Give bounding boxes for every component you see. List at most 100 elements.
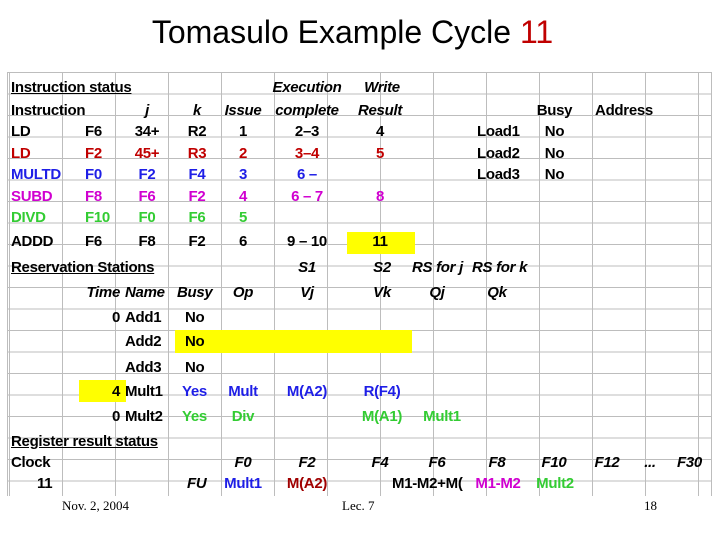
address-header: Address — [595, 102, 653, 119]
instruction-header: Instruction — [11, 102, 86, 119]
instr-complete: 6 – — [297, 166, 317, 183]
slide-title-cycle: 11 — [519, 14, 554, 50]
rs-busy: No — [185, 309, 205, 326]
instr-j: F6 — [138, 188, 156, 205]
rs-qj-header: Qj — [429, 284, 445, 301]
rs-busy: No — [185, 333, 205, 350]
instruction-status-heading: Instruction status — [11, 79, 132, 96]
reg-name: F0 — [234, 454, 252, 471]
instr-dest: F0 — [85, 166, 102, 183]
rs-time: 4 — [111, 383, 120, 400]
rs-op: Div — [231, 408, 255, 425]
complete-header: complete — [275, 102, 339, 119]
instr-complete: 2–3 — [294, 123, 320, 140]
reg-name: F12 — [594, 454, 620, 471]
instr-op: SUBD — [11, 188, 53, 205]
clock-value: 11 — [37, 475, 53, 492]
reservation-stations-heading: Reservation Stations — [11, 259, 155, 276]
rs-time-header: Time — [86, 284, 120, 301]
instr-result: 8 — [375, 188, 385, 205]
load-buffer-busy: No — [544, 145, 565, 162]
reg-name: F6 — [428, 454, 446, 471]
rs-vj: M(A2) — [286, 383, 328, 400]
instr-complete: 3–4 — [294, 145, 320, 162]
rs-vk: R(F4) — [363, 383, 401, 400]
instr-result: 5 — [375, 145, 385, 162]
rs-qk-header: Qk — [487, 284, 507, 301]
rs-op-header: Op — [232, 284, 254, 301]
instr-k: R3 — [187, 145, 207, 162]
reg-fu: M(A2) — [286, 475, 328, 492]
slide-title: Tomasulo Example Cycle 11 — [0, 14, 705, 51]
j-header: j — [145, 102, 149, 119]
register-status-heading: Register result status — [11, 433, 158, 450]
rs-busy: Yes — [182, 383, 207, 400]
highlight-write-result — [347, 232, 415, 254]
reg-name: F30 — [677, 454, 702, 471]
rs-name-header: Name — [125, 284, 165, 301]
instr-j: F0 — [138, 209, 156, 226]
footer-page: 18 — [644, 498, 657, 513]
footer-lecture: Lec. 7 — [342, 498, 375, 513]
instr-complete: 9 – 10 — [287, 233, 327, 250]
instr-j: F2 — [138, 166, 156, 183]
s2-header: S2 — [373, 259, 391, 276]
instr-k: F2 — [188, 233, 206, 250]
instr-result: 4 — [375, 123, 385, 140]
instr-dest: F6 — [85, 123, 102, 140]
reg-name: F2 — [298, 454, 316, 471]
reg-name: F4 — [371, 454, 389, 471]
highlight-mult1-time — [79, 380, 126, 402]
instr-result: 11 — [372, 233, 388, 250]
rs-vk: M(A1) — [361, 408, 403, 425]
rs-name: Add3 — [125, 359, 162, 376]
reg-fu: M1-M2 — [475, 475, 521, 492]
load-buffer-busy: No — [544, 123, 565, 140]
instr-dest: F10 — [85, 209, 110, 226]
write-header: Write — [364, 79, 400, 96]
footer-date: Nov. 2, 2004 — [62, 498, 130, 513]
k-header: k — [192, 102, 202, 119]
load-buffer-busy: No — [544, 166, 565, 183]
load-buffer-name: Load1 — [477, 123, 520, 140]
instr-j: 34+ — [134, 123, 160, 140]
instr-op: MULTD — [11, 166, 61, 183]
instr-op: DIVD — [11, 209, 46, 226]
rs-for-j-header: RS for j — [412, 259, 463, 276]
tomasulo-table: Instruction status Execution Write Instr… — [7, 72, 712, 496]
load-buffer-name: Load2 — [477, 145, 520, 162]
instr-op: LD — [11, 123, 31, 140]
instr-j: 45+ — [134, 145, 160, 162]
instr-dest: F2 — [85, 145, 102, 162]
rs-busy-header: Busy — [177, 284, 213, 301]
s1-header: S1 — [298, 259, 316, 276]
instr-k: F6 — [188, 209, 206, 226]
rs-time: 0 — [111, 408, 120, 425]
instr-op: ADDD — [11, 233, 54, 250]
execution-header: Execution — [272, 79, 342, 96]
rs-name: Mult2 — [125, 408, 163, 425]
clock-label: Clock — [11, 454, 51, 471]
instr-k: R2 — [187, 123, 207, 140]
highlight-add2-row — [175, 330, 412, 353]
rs-op: Mult — [228, 383, 258, 400]
reg-name: F8 — [488, 454, 506, 471]
instr-issue: 4 — [238, 188, 248, 205]
reg-name: F10 — [541, 454, 567, 471]
busy-header: Busy — [536, 102, 573, 119]
fu-label: FU — [187, 475, 207, 492]
result-header: Result — [357, 102, 403, 119]
instr-dest: F6 — [85, 233, 102, 250]
reg-fu: M1-M2+M( — [392, 475, 463, 492]
instr-issue: 3 — [238, 166, 248, 183]
reg-name: ... — [644, 454, 656, 471]
rs-for-k-header: RS for k — [472, 259, 528, 276]
instr-issue: 2 — [238, 145, 248, 162]
instr-issue: 5 — [238, 209, 248, 226]
rs-name: Add2 — [125, 333, 162, 350]
slide-title-text: Tomasulo Example Cycle — [151, 14, 512, 50]
load-buffer-name: Load3 — [477, 166, 520, 183]
reg-fu: Mult1 — [224, 475, 262, 492]
rs-busy: No — [185, 359, 205, 376]
instr-dest: F8 — [85, 188, 102, 205]
